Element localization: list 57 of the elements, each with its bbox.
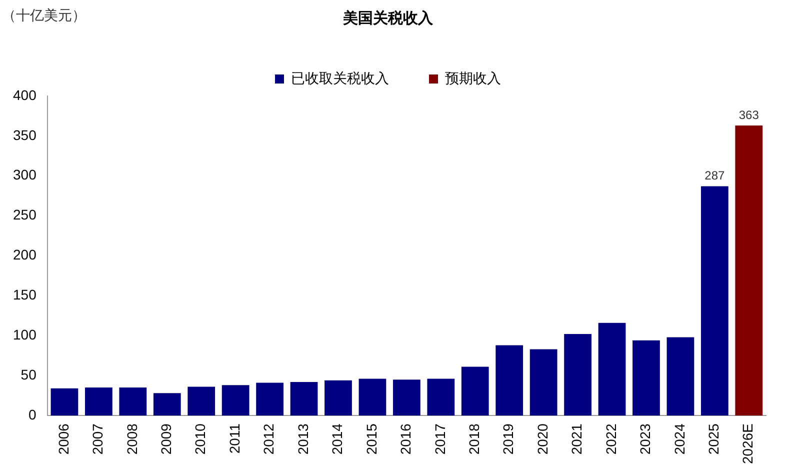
bar bbox=[496, 345, 524, 416]
legend-label: 预期收入 bbox=[445, 70, 501, 86]
bar bbox=[392, 380, 420, 416]
y-tick-label: 100 bbox=[13, 326, 37, 342]
x-tick-label: 2017 bbox=[432, 423, 448, 455]
bar bbox=[153, 393, 181, 416]
x-tick-label: 2025 bbox=[706, 423, 722, 455]
y-tick-label: 0 bbox=[28, 406, 37, 422]
x-tick-label: 2016 bbox=[398, 423, 414, 455]
x-tick-label: 2009 bbox=[158, 423, 174, 455]
bar bbox=[358, 378, 386, 416]
y-tick-label: 400 bbox=[13, 86, 37, 103]
bar bbox=[188, 386, 216, 416]
x-tick-label: 2011 bbox=[226, 423, 242, 454]
bar bbox=[666, 337, 694, 416]
x-tick-label: 2026E bbox=[740, 424, 756, 464]
x-tick-label: 2020 bbox=[534, 423, 550, 455]
data-label: 363 bbox=[738, 108, 760, 122]
legend-label: 已收取关税收入 bbox=[291, 70, 389, 86]
bar bbox=[50, 388, 78, 416]
bar bbox=[598, 322, 626, 416]
x-tick-label: 2008 bbox=[124, 423, 140, 455]
x-tick-label: 2024 bbox=[671, 423, 688, 455]
x-tick-label: 2013 bbox=[294, 423, 311, 455]
bar bbox=[290, 382, 318, 416]
x-tick-label: 2022 bbox=[602, 423, 619, 455]
bar bbox=[222, 385, 250, 416]
y-tick-label: 200 bbox=[13, 246, 37, 263]
x-tick-label: 2015 bbox=[363, 423, 380, 455]
bar bbox=[461, 366, 489, 416]
bar bbox=[700, 186, 728, 416]
bar bbox=[530, 349, 558, 416]
bar bbox=[735, 126, 763, 416]
bar bbox=[85, 388, 112, 416]
bar bbox=[427, 378, 455, 416]
bar bbox=[324, 380, 352, 416]
x-tick-label: 2012 bbox=[260, 423, 277, 455]
bar bbox=[119, 388, 147, 416]
chart-title: 美国关税收入 bbox=[342, 9, 434, 28]
y-tick-label: 50 bbox=[20, 366, 37, 382]
x-tick-label: 2019 bbox=[500, 423, 516, 455]
data-label: 287 bbox=[704, 168, 725, 183]
y-tick-label: 350 bbox=[13, 126, 37, 143]
y-tick-label: 300 bbox=[13, 166, 37, 183]
y-tick-label: 150 bbox=[13, 286, 37, 303]
x-tick-label: 2014 bbox=[329, 423, 346, 455]
x-tick-label: 2007 bbox=[90, 423, 106, 455]
bar bbox=[564, 334, 592, 416]
x-tick-label: 2023 bbox=[637, 423, 654, 455]
y-tick-label: 250 bbox=[13, 206, 37, 223]
bar bbox=[256, 382, 284, 416]
x-tick-label: 2018 bbox=[466, 423, 482, 455]
y-axis-title: （十亿美元） bbox=[2, 6, 86, 23]
bar bbox=[632, 340, 660, 416]
x-tick-label: 2010 bbox=[192, 423, 208, 455]
x-tick-label: 2006 bbox=[55, 423, 72, 455]
x-tick-label: 2021 bbox=[568, 423, 585, 455]
